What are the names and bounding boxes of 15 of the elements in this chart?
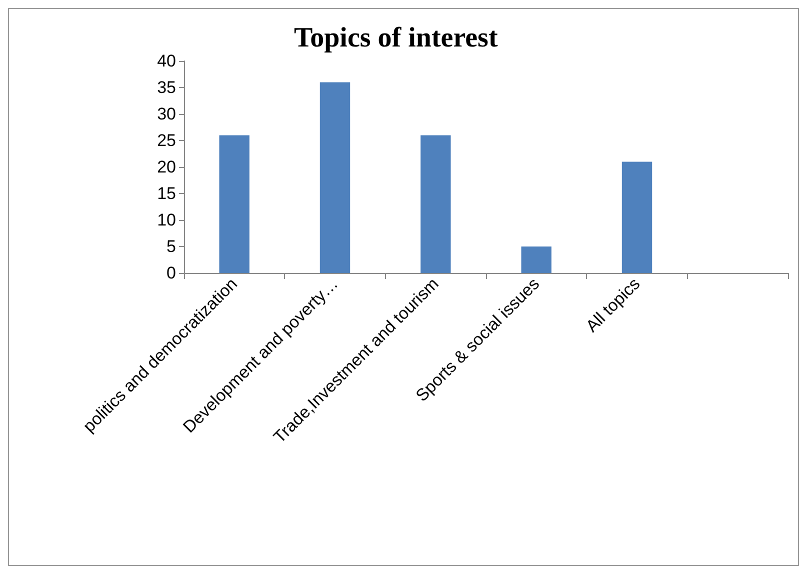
y-tick-label: 5 xyxy=(166,237,176,256)
y-tick-label: 15 xyxy=(157,184,176,203)
bar xyxy=(320,82,350,273)
y-tick-label: 30 xyxy=(157,104,176,124)
y-tick-label: 35 xyxy=(157,78,176,97)
y-tick-label: 0 xyxy=(166,264,176,282)
y-tick-label: 10 xyxy=(157,210,176,230)
y-tick-label: 20 xyxy=(157,158,176,176)
y-tick-label: 40 xyxy=(157,52,176,70)
chart-title: Topics of interest xyxy=(294,22,498,54)
bar xyxy=(521,246,552,273)
bar xyxy=(420,135,451,273)
bar xyxy=(219,135,250,273)
y-tick-label: 25 xyxy=(157,131,176,150)
bar xyxy=(622,162,652,273)
